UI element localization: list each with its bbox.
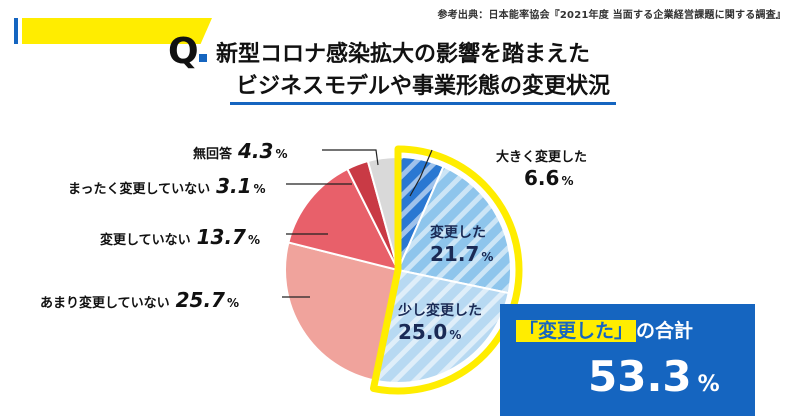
total-label: 「変更した」 の合計 <box>516 316 693 343</box>
total-value: 53.3% <box>588 352 720 401</box>
question-dot <box>199 54 207 62</box>
value-slight-change-number: 25.0 <box>398 320 448 344</box>
label-slight-change: 少し変更した 25.0% <box>398 300 482 344</box>
label-mostly-not-changed-text: あまり変更していない <box>40 296 170 311</box>
total-label-rest: の合計 <box>636 320 694 342</box>
value-no-answer-number: 4.3 <box>238 139 274 163</box>
title-line-1: 新型コロナ感染拡大の影響を踏まえた <box>216 42 591 67</box>
total-label-highlight: 「変更した」 <box>516 320 637 342</box>
accent-bar-yellow <box>22 18 212 44</box>
value-mostly-not-changed-number: 25.7 <box>175 288 225 312</box>
value-not-at-all-number: 3.1 <box>216 174 252 198</box>
label-not-at-all: まったく変更していない 3.1% <box>68 174 266 198</box>
total-value-number: 53.3 <box>588 352 692 401</box>
total-box: 「変更した」 の合計 53.3% <box>500 304 755 416</box>
label-large-change: 大きく変更した <box>496 146 587 165</box>
label-not-at-all-text: まったく変更していない <box>68 182 211 197</box>
pie-slice-not-changed <box>287 167 400 272</box>
label-mostly-not-changed: あまり変更していない 25.7% <box>40 288 240 312</box>
value-large-change-number: 6.6 <box>524 166 560 190</box>
label-large-change-text: 大きく変更した <box>496 150 588 165</box>
highlight-outline <box>369 145 523 395</box>
label-no-answer-text: 無回答 <box>193 147 233 162</box>
label-slight-change-text: 少し変更した <box>398 303 482 319</box>
label-no-answer: 無回答 4.3% <box>193 139 288 163</box>
question-mark: Q <box>168 31 199 72</box>
pie-slice-stripe-changed <box>398 166 511 294</box>
label-not-changed: 変更していない 13.7% <box>100 225 261 249</box>
accent-bar-blue <box>14 18 18 44</box>
label-not-changed-text: 変更していない <box>100 233 191 248</box>
value-large-change: 6.6% <box>524 166 574 190</box>
source-note: 参考出典：日本能率協会『2021年度 当面する企業経営課題に関する調査』 <box>437 10 786 21</box>
leader-large-change <box>409 149 433 197</box>
value-changed-number: 21.7 <box>430 242 480 266</box>
title-line-2: ビジネスモデルや事業形態の変更状況 <box>229 72 617 105</box>
leader-no-answer <box>322 149 379 166</box>
label-changed: 変更した 21.7% <box>430 222 493 266</box>
pie-slice-mostly-not-changed <box>284 241 400 382</box>
pie-slice-stripe-slight-change <box>375 270 509 384</box>
value-not-changed-number: 13.7 <box>196 225 246 249</box>
label-changed-text: 変更した <box>430 225 486 241</box>
